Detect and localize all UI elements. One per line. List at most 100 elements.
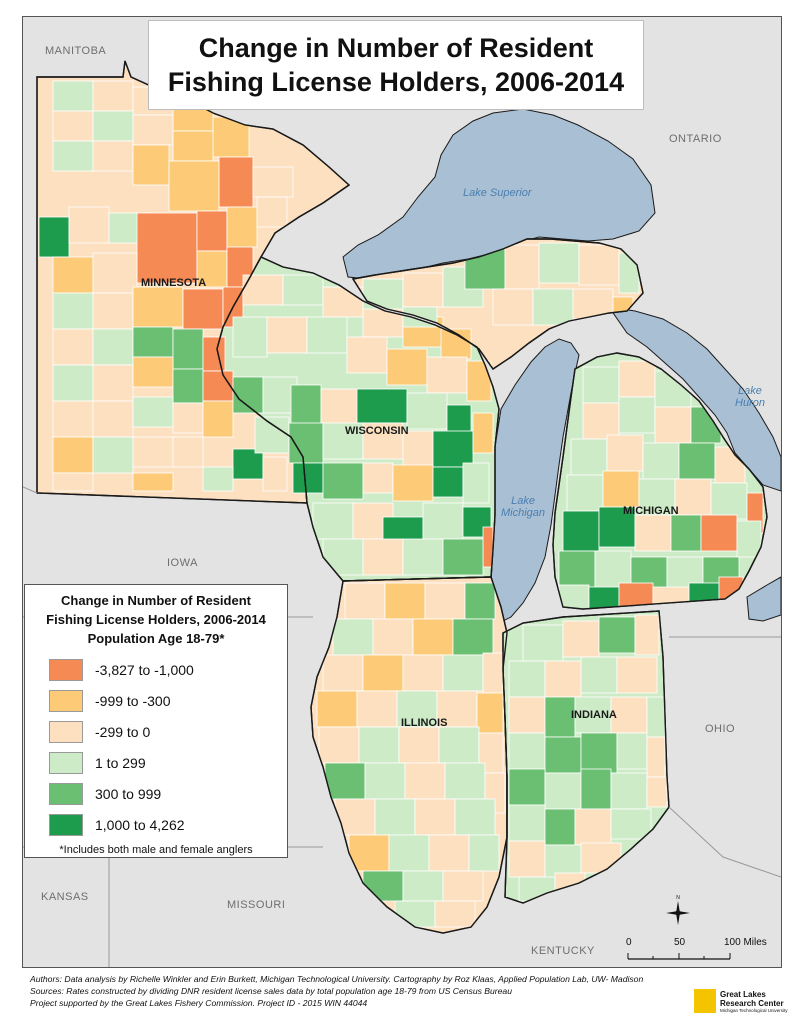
county-block [508,732,546,770]
county-block [580,768,612,810]
county-block [388,834,430,872]
county-block [262,456,288,492]
county-block [616,732,648,770]
county-block [320,388,362,426]
legend-item: 300 to 999 [25,778,287,809]
north-arrow-icon: N [664,893,692,927]
county-block [386,348,428,386]
county-block [598,616,636,654]
label-illinois: ILLINOIS [401,717,448,729]
county-block [642,442,680,480]
county-block [52,472,94,492]
county-block [532,288,574,326]
legend-item-label: -999 to -300 [95,692,171,709]
label-lake-superior: Lake Superior [463,187,532,199]
county-block [402,430,434,472]
county-block [172,402,204,434]
county-block [374,798,416,836]
county-block [646,696,666,738]
county-block [92,328,134,366]
county-block [580,656,618,694]
county-block [544,660,582,698]
county-block [634,514,672,552]
legend-title-line1: Change in Number of Resident [61,593,251,608]
county-block [558,584,590,610]
label-ohio: OHIO [705,723,736,735]
county-block [610,808,652,840]
county-block [432,466,464,498]
county-block [38,216,70,258]
county-block [544,772,582,810]
label-missouri: MISSOURI [227,899,286,911]
county-block [384,582,426,620]
county-block [538,242,580,284]
scale-label-50: 50 [674,937,686,948]
compass-north-letter: N [676,895,680,901]
county-block [172,130,214,162]
county-block [52,400,94,438]
lake-erie [746,576,781,622]
county-block [232,316,268,358]
legend-title-line2: Fishing License Holders, 2006-2014 [46,612,266,627]
county-block [132,286,184,328]
county-block [426,356,468,394]
county-block [398,726,440,764]
county-block [356,388,408,424]
legend-item-label: 1 to 299 [95,754,146,771]
county-block [202,370,234,402]
logo-line3: Michigan Technological University [720,1008,788,1013]
label-lake-michigan: Lake Michigan [501,495,545,519]
map-title-line1: Change in Number of Resident [198,33,594,63]
county-block [438,726,480,764]
label-ontario: ONTARIO [669,133,722,145]
county-block [574,808,612,846]
county-block [578,244,620,286]
county-block [362,422,404,460]
county-block [312,502,354,540]
county-block [136,212,198,284]
logo-line2: Research Center [720,999,784,1008]
county-block [172,328,204,370]
county-block [404,762,446,800]
county-block [316,690,358,728]
county-block [92,140,134,172]
county-block [358,726,400,764]
county-layer [38,80,764,928]
county-block [132,356,174,388]
county-block [266,316,308,354]
county-block [736,520,762,558]
county-block [322,462,364,500]
county-block [476,692,504,734]
county-block [402,538,444,576]
county-block [678,442,716,480]
county-block [346,336,388,374]
county-block [52,80,94,112]
legend-title-line3: Population Age 18-79* [87,631,225,646]
county-block [638,478,676,516]
map-title: Change in Number of Resident Fishing Lic… [148,20,644,110]
county-block [468,834,500,872]
county-block [670,514,702,552]
county-block [232,448,264,480]
county-block [318,726,360,764]
legend-item-label: -299 to 0 [95,723,151,740]
county-block [646,776,668,808]
county-block [362,462,394,494]
county-block [454,798,496,836]
county-block [372,618,414,656]
county-block [606,434,644,472]
county-block [92,292,134,330]
county-block [396,690,438,728]
county-block [172,436,204,468]
county-block [522,624,564,662]
county-block [482,652,504,694]
county-block [52,292,94,330]
county-block [414,798,456,836]
legend-item: -299 to 0 [25,716,287,747]
county-block [196,210,228,252]
county-block [422,502,464,540]
county-block [508,768,546,806]
county-block [92,110,134,142]
county-block [428,834,470,872]
county-block [254,416,290,454]
